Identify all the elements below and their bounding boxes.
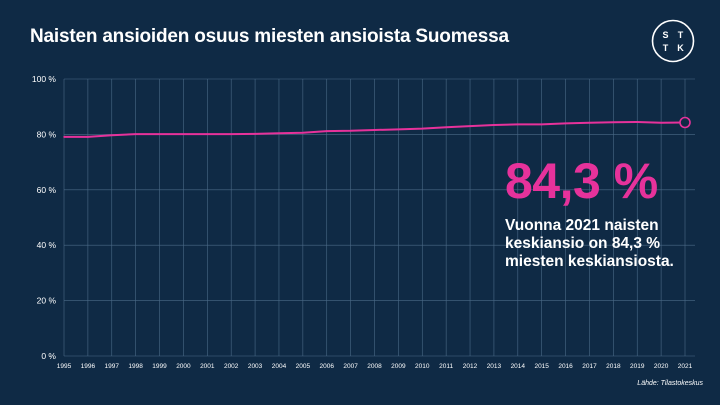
y-tick-label: 80 % [37, 129, 57, 139]
data-point [230, 133, 232, 135]
x-tick-label: 2003 [248, 363, 263, 370]
x-tick-label: 2001 [200, 363, 215, 370]
x-tick-label: 2017 [582, 363, 597, 370]
data-point [493, 124, 495, 126]
data-point [469, 125, 471, 127]
data-point [63, 136, 65, 138]
logo-letter: S [662, 30, 668, 40]
highlight-caption: Vuonna 2021 naisten keskiansio on 84,3 %… [505, 217, 674, 270]
data-point [373, 129, 376, 131]
x-tick-label: 1999 [152, 363, 167, 370]
sttk-logo: S T T K [651, 19, 695, 63]
x-tick-label: 1998 [128, 363, 143, 370]
x-tick-label: 2011 [439, 363, 453, 370]
page-title: Naisten ansioiden osuus miesten ansioist… [30, 26, 509, 47]
logo-letter: T [663, 43, 669, 53]
data-point [445, 126, 447, 128]
x-tick-label: 2010 [415, 363, 430, 370]
data-point [660, 121, 662, 124]
data-point [325, 130, 328, 132]
logo-letter: T [678, 30, 684, 40]
x-tick-label: 2004 [272, 363, 287, 370]
x-tick-label: 2020 [654, 363, 669, 370]
x-tick-label: 2005 [296, 363, 311, 370]
end-point-marker [679, 116, 691, 129]
x-tick-label: 2019 [630, 363, 645, 370]
data-point [182, 133, 185, 135]
data-point [302, 131, 304, 134]
x-tick-label: 1996 [81, 363, 96, 370]
logo-letter: K [677, 43, 684, 53]
x-tick-label: 2000 [176, 363, 191, 370]
x-tick-label: 2013 [487, 363, 502, 370]
data-point [636, 121, 639, 123]
x-tick-label: 2009 [391, 363, 406, 370]
data-point [87, 136, 89, 138]
x-tick-label: 2015 [534, 363, 549, 370]
x-tick-label: 2006 [319, 363, 334, 370]
data-point [588, 121, 591, 124]
data-point [397, 128, 400, 131]
y-tick-label: 40 % [37, 240, 57, 250]
data-point [278, 132, 280, 135]
data-point [612, 121, 615, 124]
x-tick-label: 1995 [57, 363, 72, 370]
data-point [206, 133, 209, 135]
y-tick-label: 0 % [41, 351, 56, 361]
x-tick-label: 2021 [678, 363, 693, 370]
x-tick-label: 2002 [224, 363, 239, 370]
y-tick-label: 20 % [37, 296, 57, 306]
data-point [349, 129, 352, 132]
x-tick-label: 2012 [463, 363, 478, 370]
data-point [134, 133, 137, 135]
x-tick-label: 2014 [511, 363, 526, 370]
data-point [421, 127, 424, 130]
data-point [540, 123, 543, 126]
x-tick-label: 1997 [105, 363, 120, 370]
data-point [564, 122, 567, 125]
y-tick-label: 100 % [32, 74, 57, 84]
data-point [517, 123, 519, 126]
x-tick-label: 2007 [343, 363, 358, 370]
source-note: Lähde: Tilastokeskus [637, 380, 703, 387]
data-point [254, 133, 256, 135]
data-point [110, 134, 113, 137]
x-tick-label: 2018 [606, 363, 621, 370]
x-tick-label: 2008 [367, 363, 382, 370]
highlight-value: 84,3 % [505, 153, 658, 209]
data-point [158, 133, 161, 135]
x-tick-label: 2016 [558, 363, 573, 370]
y-tick-label: 60 % [37, 185, 57, 195]
